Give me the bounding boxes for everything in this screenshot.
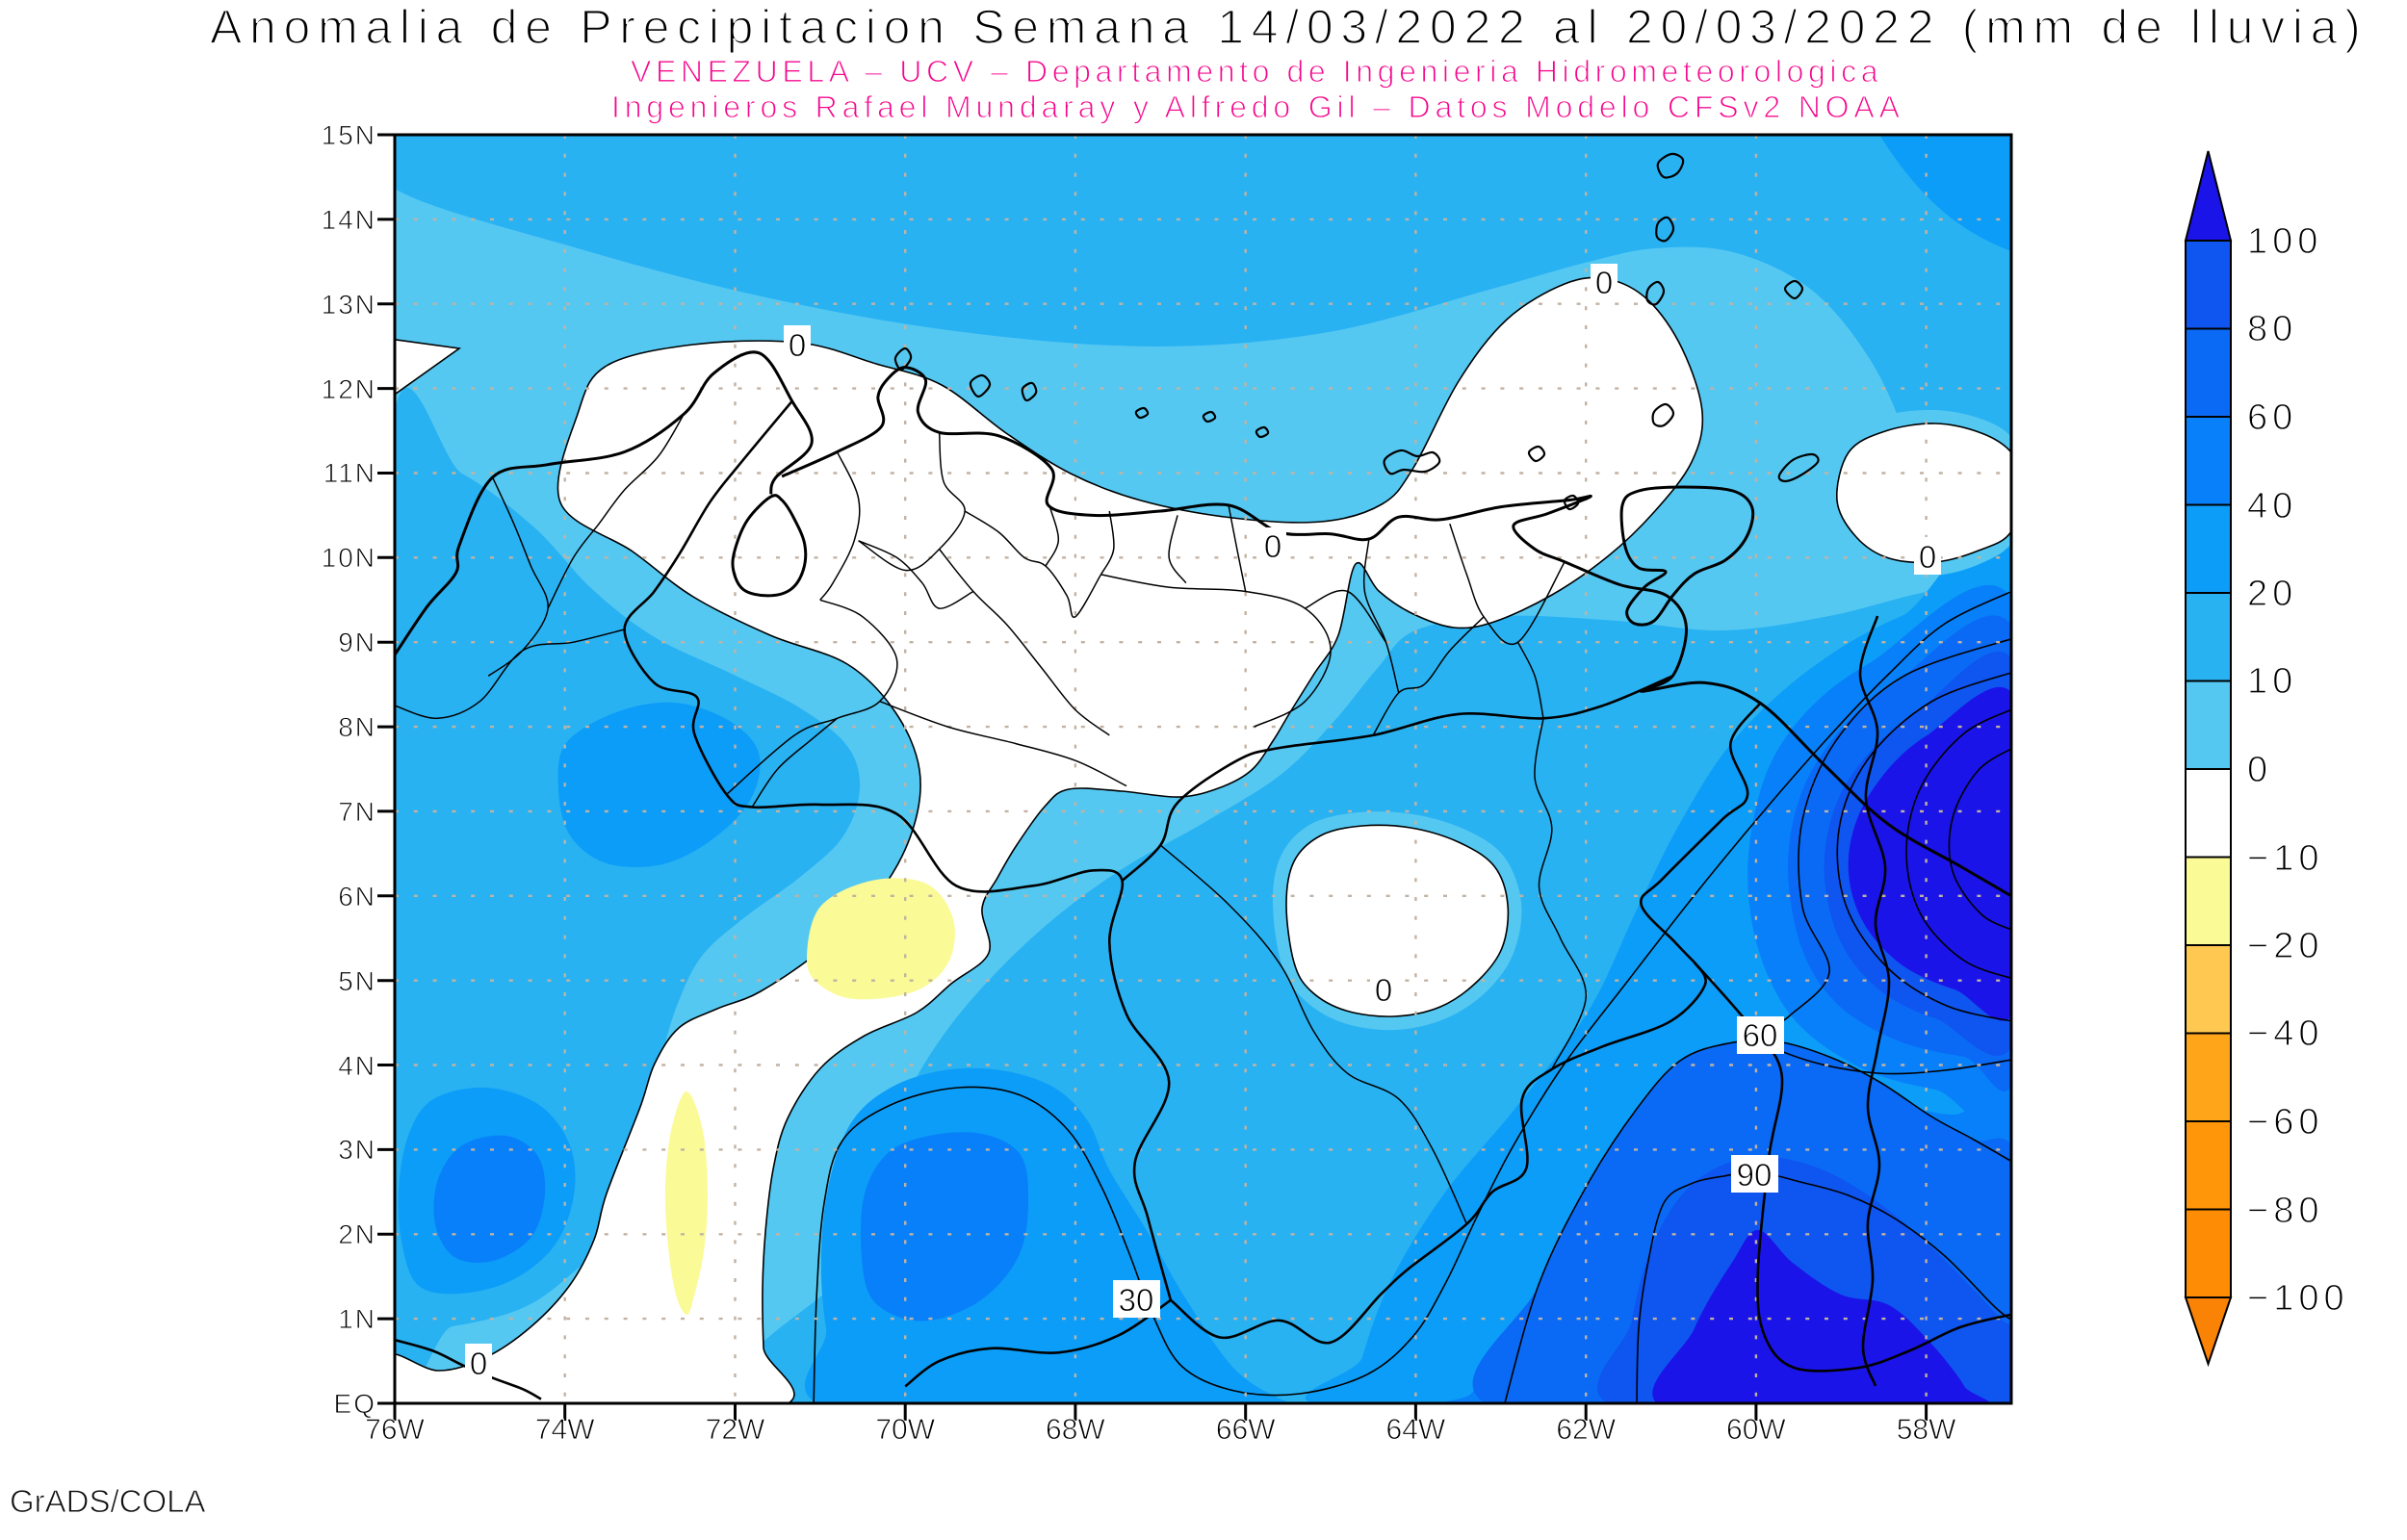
svg-text:0: 0	[789, 327, 806, 363]
svg-text:13N: 13N	[322, 290, 376, 320]
svg-text:8N: 8N	[338, 712, 376, 742]
svg-text:2N: 2N	[338, 1219, 376, 1249]
svg-text:60: 60	[1743, 1017, 1778, 1053]
svg-text:20: 20	[2247, 574, 2297, 614]
svg-text:40: 40	[2247, 486, 2297, 526]
svg-text:Anomalia de Precipitacion Sema: Anomalia de Precipitacion Semana 14/03/2…	[210, 0, 2368, 54]
svg-text:15N: 15N	[322, 120, 376, 150]
svg-text:68W: 68W	[1046, 1414, 1105, 1446]
svg-text:6N: 6N	[338, 882, 376, 911]
svg-text:60W: 60W	[1726, 1414, 1786, 1446]
svg-text:72W: 72W	[706, 1414, 765, 1446]
svg-text:5N: 5N	[338, 966, 376, 996]
svg-text:10N: 10N	[322, 543, 376, 573]
svg-text:74W: 74W	[535, 1414, 595, 1446]
svg-text:−80: −80	[2247, 1191, 2323, 1231]
svg-text:14N: 14N	[322, 205, 376, 235]
svg-text:−40: −40	[2247, 1014, 2323, 1054]
svg-text:76W: 76W	[365, 1414, 425, 1446]
svg-text:GrADS/COLA: GrADS/COLA	[10, 1483, 206, 1519]
svg-text:80: 80	[2247, 309, 2297, 349]
svg-text:0: 0	[470, 1346, 487, 1381]
svg-text:−100: −100	[2247, 1278, 2349, 1319]
svg-text:62W: 62W	[1556, 1414, 1616, 1446]
svg-text:Ingenieros Rafael Mundaray y A: Ingenieros Rafael Mundaray y Alfredo Gil…	[611, 90, 1904, 124]
svg-text:−10: −10	[2247, 838, 2323, 879]
svg-text:0: 0	[1595, 265, 1613, 300]
svg-text:0: 0	[1919, 539, 1936, 575]
svg-text:VENEZUELA – UCV – Departamento: VENEZUELA – UCV – Departamento de Ingeni…	[631, 54, 1882, 89]
svg-text:90: 90	[1737, 1157, 1773, 1193]
svg-text:70W: 70W	[875, 1414, 935, 1446]
svg-text:−60: −60	[2247, 1102, 2323, 1142]
svg-text:58W: 58W	[1897, 1414, 1956, 1446]
svg-text:11N: 11N	[324, 458, 376, 488]
svg-text:9N: 9N	[338, 628, 376, 657]
svg-text:30: 30	[1119, 1282, 1154, 1318]
svg-text:12N: 12N	[322, 374, 376, 404]
svg-text:10: 10	[2247, 661, 2297, 702]
svg-text:100: 100	[2247, 221, 2322, 262]
svg-text:0: 0	[1264, 528, 1281, 564]
svg-text:64W: 64W	[1386, 1414, 1446, 1446]
svg-text:1N: 1N	[338, 1304, 376, 1334]
svg-text:0: 0	[1375, 972, 1392, 1008]
svg-text:EQ: EQ	[334, 1389, 376, 1419]
svg-text:66W: 66W	[1216, 1414, 1276, 1446]
svg-text:4N: 4N	[338, 1051, 376, 1081]
svg-text:−20: −20	[2247, 926, 2323, 966]
svg-text:3N: 3N	[338, 1135, 376, 1165]
svg-text:7N: 7N	[338, 797, 376, 827]
svg-text:0: 0	[2247, 750, 2272, 790]
svg-text:60: 60	[2247, 398, 2297, 438]
